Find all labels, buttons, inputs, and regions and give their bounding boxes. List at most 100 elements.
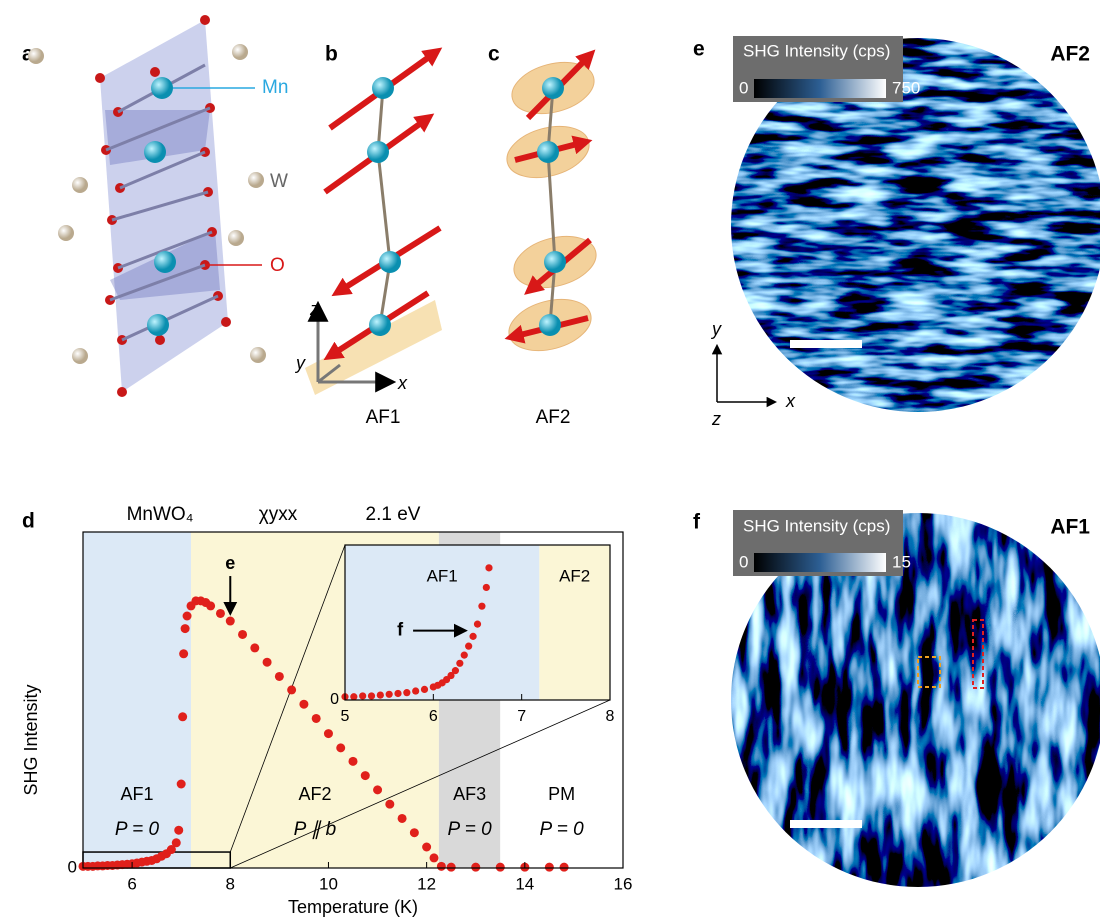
spin-plane (305, 300, 442, 395)
phase-region (345, 545, 540, 700)
data-point (350, 693, 358, 701)
region-label: AF2 (559, 566, 590, 585)
axis-label: x (785, 391, 796, 411)
region-label: AF3 (453, 784, 486, 804)
data-point (473, 620, 482, 628)
panel-f: f SHG Intensity (cps) 0 15 AF1 (693, 510, 1100, 887)
data-point (559, 862, 569, 872)
region-label: AF1 (120, 784, 153, 804)
data-point (451, 667, 460, 675)
data-point (323, 729, 333, 739)
data-point (250, 643, 260, 653)
y-tick-label: 0 (68, 857, 77, 876)
zoom-line (230, 699, 611, 869)
state-label: AF2 (1050, 43, 1090, 66)
colorbar-min: 0 (739, 552, 748, 571)
data-point (348, 756, 358, 766)
colorbar-title: SHG Intensity (cps) (743, 41, 890, 60)
chain (546, 87, 557, 326)
panel-c: c AF2 (488, 43, 597, 428)
data-point (336, 743, 346, 753)
panel-label: c (488, 43, 500, 66)
scale-bar (790, 820, 862, 828)
panel-label: e (693, 38, 705, 61)
data-point (360, 771, 370, 781)
colorbar-title: SHG Intensity (cps) (743, 516, 890, 535)
region-label: AF1 (427, 566, 458, 585)
data-point (274, 671, 284, 681)
octahedra (105, 110, 210, 165)
y-tick-label: 0 (330, 691, 339, 708)
roi-box (972, 619, 984, 689)
x-tick-label: 8 (226, 874, 235, 893)
data-point (420, 685, 429, 693)
data-point (179, 649, 189, 659)
data-point (460, 651, 468, 659)
axes (711, 343, 778, 408)
data-point (215, 608, 225, 618)
x-axis-label: Temperature (K) (288, 897, 418, 917)
annotation-label: e (225, 553, 235, 573)
annotation-label: f (397, 619, 404, 639)
mn-atoms (367, 77, 401, 336)
x-tick-label: 8 (606, 708, 615, 725)
data-point (403, 689, 411, 697)
panel-d: d AF1 P = 0 AF2 P ∥ b AF3 P = 0 PM P = 0 MnWO₄ χy… (21, 504, 633, 917)
x-tick-label: 12 (417, 874, 436, 893)
scale-bar (790, 340, 862, 348)
data-point (471, 862, 481, 872)
data-point (465, 642, 473, 650)
data-point (376, 691, 384, 699)
panel-b: b z y x AF1 (294, 43, 443, 428)
data-point (262, 657, 272, 667)
x-tick-label: 6 (127, 874, 136, 893)
data-point (436, 861, 446, 871)
region-note: P = 0 (115, 819, 160, 840)
data-point (287, 685, 297, 695)
data-point (238, 629, 248, 639)
data-point (373, 785, 383, 795)
panel-label: b (325, 43, 338, 66)
data-point (412, 687, 420, 695)
data-point (409, 828, 419, 838)
axis-label: y (294, 353, 306, 373)
state-label: AF1 (1050, 516, 1090, 539)
x-tick-label: 16 (614, 874, 633, 893)
data-point (422, 842, 432, 852)
y-axis-label: SHG Intensity (21, 684, 41, 795)
header-label: 2.1 eV (366, 504, 421, 525)
data-point (447, 671, 455, 680)
data-point (225, 616, 235, 626)
bonds (105, 63, 219, 342)
x-tick-label: 6 (429, 708, 438, 725)
data-point (206, 601, 216, 611)
axis-label: x (397, 373, 408, 393)
data-point (397, 813, 407, 823)
data-point (178, 712, 188, 722)
data-point (311, 713, 321, 723)
data-point (478, 602, 486, 610)
chain (376, 87, 392, 326)
data-point (166, 845, 176, 855)
panel-e: e SHG Intensity (cps) 0 750 AF2 y x z (693, 36, 1100, 429)
region-note: P = 0 (447, 819, 492, 840)
data-point (176, 779, 186, 789)
caption: AF2 (536, 407, 571, 428)
atom-label: Mn (262, 77, 288, 98)
w-atoms (28, 44, 266, 364)
plot-frame (82, 531, 624, 869)
phase-region (539, 545, 610, 700)
region-label: PM (548, 784, 575, 804)
region-note: P = 0 (540, 819, 585, 840)
data-point (182, 611, 192, 621)
axis-label: y (710, 319, 722, 339)
data-point (544, 862, 554, 872)
data-point (174, 825, 184, 835)
region-label: AF2 (298, 784, 331, 804)
header-label: χyxx (259, 504, 298, 525)
axis-label: z (309, 299, 319, 319)
header-label: MnWO₄ (127, 504, 194, 525)
mn-atoms (537, 77, 566, 336)
colorbar-max: 750 (892, 78, 920, 97)
